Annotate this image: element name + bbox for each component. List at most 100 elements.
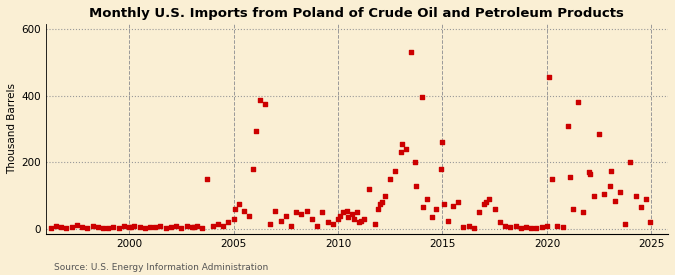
Point (126, 225, 136, 229)
Point (409, 160, 420, 164)
Point (129, 224, 140, 228)
Point (396, 150, 406, 155)
Point (150, 225, 161, 229)
Point (564, 175, 575, 180)
Point (516, 226, 526, 230)
Point (66, 224, 77, 229)
Point (291, 210, 302, 214)
Point (251, 128, 262, 133)
Point (625, 160, 636, 164)
Point (376, 200, 387, 205)
Point (604, 183, 615, 188)
Point (463, 223, 474, 228)
Point (578, 210, 589, 214)
Point (489, 207, 500, 211)
Point (280, 213, 291, 218)
Point (352, 210, 362, 214)
Point (296, 212, 307, 216)
Point (599, 192, 610, 196)
Point (536, 225, 547, 229)
Point (615, 190, 626, 194)
Point (155, 224, 166, 229)
Point (557, 225, 568, 229)
Point (270, 208, 281, 213)
Point (124, 224, 134, 229)
Point (552, 223, 563, 228)
Point (421, 197, 432, 201)
Point (134, 225, 145, 229)
Point (397, 142, 408, 146)
Point (479, 202, 489, 206)
Point (259, 102, 270, 106)
Point (218, 223, 229, 228)
Point (406, 50, 416, 54)
Point (354, 220, 364, 224)
Point (448, 204, 458, 208)
Point (192, 224, 202, 229)
Point (610, 198, 620, 203)
Point (103, 226, 113, 230)
Point (202, 177, 213, 181)
Point (390, 168, 401, 173)
Point (223, 220, 234, 224)
Point (244, 213, 254, 218)
Point (468, 226, 479, 230)
Point (92, 225, 103, 229)
Point (239, 208, 250, 213)
Point (343, 215, 354, 219)
Point (585, 172, 596, 176)
Point (254, 97, 265, 102)
Point (568, 207, 578, 211)
Point (265, 222, 275, 226)
Point (247, 167, 258, 171)
Point (373, 207, 383, 211)
Point (543, 75, 554, 79)
Point (442, 218, 453, 223)
Point (453, 200, 464, 205)
Point (583, 170, 594, 174)
Point (45, 226, 56, 230)
Point (526, 226, 537, 230)
Point (317, 210, 328, 214)
Point (98, 226, 109, 230)
Point (439, 202, 450, 206)
Point (72, 223, 82, 227)
Point (275, 218, 286, 223)
Point (186, 225, 197, 229)
Point (144, 224, 155, 229)
Point (171, 223, 182, 228)
Point (474, 210, 485, 214)
Point (77, 225, 88, 229)
Point (322, 220, 333, 224)
Point (385, 177, 396, 181)
Point (427, 215, 437, 219)
Point (481, 200, 491, 205)
Point (510, 224, 521, 229)
Point (87, 224, 98, 229)
Point (364, 187, 375, 191)
Point (327, 222, 338, 226)
Point (312, 223, 323, 228)
Point (437, 140, 448, 144)
Point (379, 193, 390, 198)
Point (644, 220, 655, 224)
Point (418, 205, 429, 210)
Point (165, 225, 176, 229)
Point (375, 202, 385, 206)
Point (181, 224, 192, 229)
Point (207, 224, 218, 229)
Point (119, 224, 130, 229)
Point (301, 208, 312, 213)
Y-axis label: Thousand Barrels: Thousand Barrels (7, 83, 17, 174)
Point (346, 212, 357, 216)
Point (520, 225, 531, 229)
Point (228, 217, 239, 221)
Point (562, 123, 573, 128)
Point (620, 222, 630, 226)
Point (160, 226, 171, 230)
Point (188, 224, 199, 229)
Point (547, 177, 558, 181)
Point (51, 224, 61, 229)
Point (358, 217, 369, 221)
Point (430, 207, 441, 211)
